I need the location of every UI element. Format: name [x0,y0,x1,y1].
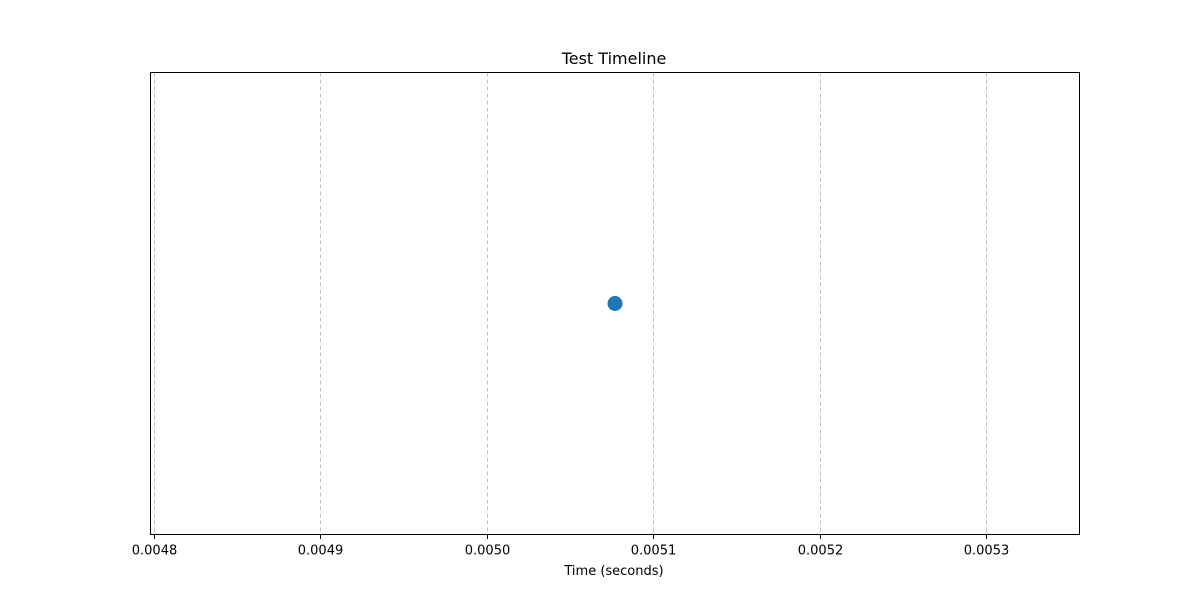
x-axis-ticks: 0.0048 0.0049 0.0050 0.0051 0.0052 0.0053 [132,534,1010,559]
data-point [607,296,623,311]
x-tick-label: 0.0053 [964,544,1010,559]
x-axis-label: Time (seconds) [563,564,663,579]
x-tick-label: 0.0049 [298,544,344,559]
chart-title: Test Timeline [561,49,667,68]
x-tick-label: 0.0048 [132,544,178,559]
plot-area-frame [150,72,1080,535]
x-tick-label: 0.0052 [798,544,844,559]
x-tick-label: 0.0050 [465,544,511,559]
x-tick-label: 0.0051 [631,544,677,559]
scatter-points [607,296,623,311]
x-gridlines [154,72,987,535]
